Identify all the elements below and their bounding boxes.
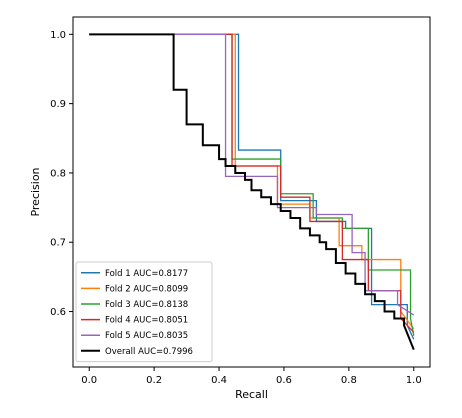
series-layer xyxy=(89,33,415,351)
x-tick-label: 0.8 xyxy=(341,375,357,386)
x-tick-label: 0.2 xyxy=(146,375,162,386)
y-tick-label: 0.8 xyxy=(50,168,66,179)
x-axis-label: Recall xyxy=(235,388,268,401)
series-line-5 xyxy=(89,33,415,316)
legend: Fold 1 AUC=0.8177 Fold 2 AUC=0.8099 Fold 3… xyxy=(75,261,213,363)
y-axis-ticks: 0.6 0.7 0.8 0.9 1.0 xyxy=(50,30,73,318)
axes-layer xyxy=(72,16,431,368)
y-tick-label: 0.6 xyxy=(50,307,66,318)
y-tick-label: 0.9 xyxy=(50,99,66,110)
y-axis-label: Precision xyxy=(29,167,42,216)
legend-entry: Overall AUC=0.7996 xyxy=(105,347,193,357)
legend-entry: Fold 4 AUC=0.8051 xyxy=(105,316,188,326)
legend-entry: Fold 3 AUC=0.8138 xyxy=(105,300,188,310)
x-tick-label: 0.4 xyxy=(211,375,227,386)
x-tick-label: 0.0 xyxy=(81,375,97,386)
y-tick-label: 0.7 xyxy=(50,238,66,249)
x-tick-label: 0.6 xyxy=(276,375,292,386)
y-tick-label: 1.0 xyxy=(50,30,66,41)
x-axis-ticks: 0.0 0.2 0.4 0.6 0.8 1.0 xyxy=(81,367,422,386)
plot-frame xyxy=(72,16,431,368)
legend-entry: Fold 2 AUC=0.8099 xyxy=(105,284,188,294)
series-line-3 xyxy=(89,33,415,336)
series-line-6 xyxy=(89,33,415,351)
x-tick-label: 1.0 xyxy=(406,375,422,386)
legend-entry: Fold 1 AUC=0.8177 xyxy=(105,269,188,279)
legend-box xyxy=(75,261,213,363)
legend-entry: Fold 5 AUC=0.8035 xyxy=(105,331,188,341)
